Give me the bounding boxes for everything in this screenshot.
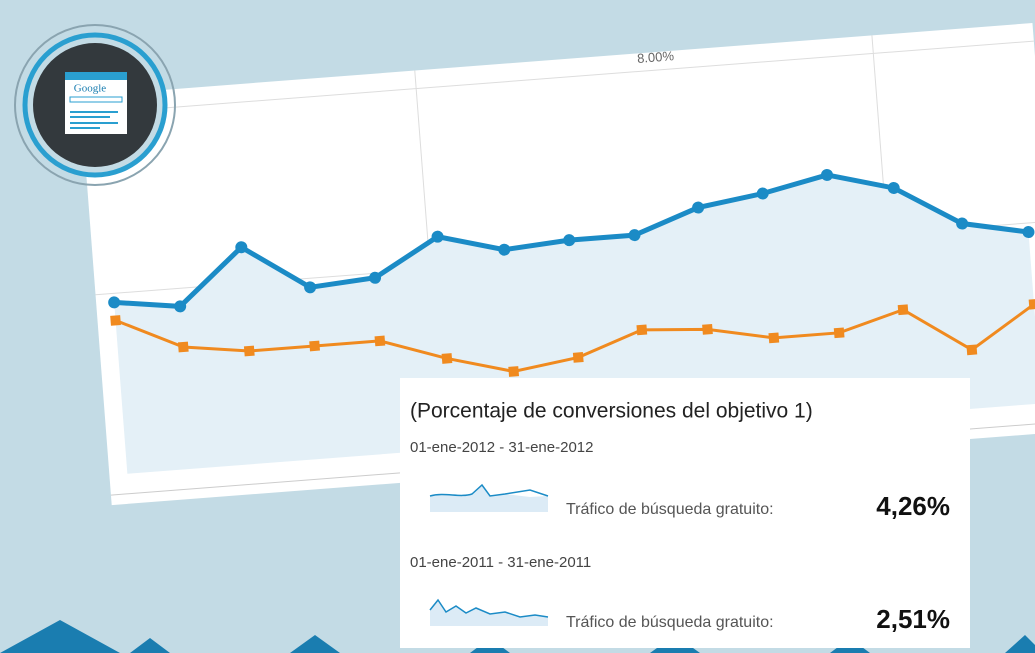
metric-label: Tráfico de búsqueda gratuito:: [566, 614, 774, 631]
point: [834, 327, 845, 338]
point: [898, 304, 909, 315]
point: [966, 344, 977, 355]
panel-title: (Porcentaje de conversiones del objetivo…: [410, 400, 813, 423]
date-range: 01-ene-2012 - 31-ene-2012: [410, 439, 593, 456]
point: [768, 332, 779, 343]
point: [244, 346, 255, 357]
icon-bar: [65, 72, 127, 80]
point: [702, 324, 713, 335]
icon-label: Google: [74, 83, 107, 95]
metric-value: 2,51%: [876, 604, 950, 634]
page: 4.00%8.00%22 de ene29 de ene Google (Por…: [0, 0, 1035, 653]
point: [636, 324, 647, 335]
point: [375, 336, 386, 347]
point: [309, 341, 320, 352]
metric-value: 4,26%: [876, 491, 950, 521]
point: [573, 352, 584, 363]
point: [442, 353, 453, 364]
point: [178, 342, 189, 353]
point: [110, 315, 121, 326]
panel: (Porcentaje de conversiones del objetivo…: [400, 378, 970, 648]
point: [1029, 299, 1035, 310]
icon-page: [65, 72, 127, 134]
icon: Google: [15, 25, 175, 185]
date-range: 01-ene-2011 - 31-ene-2011: [410, 554, 591, 571]
point: [508, 366, 519, 377]
y-tick-label: 8.00%: [637, 48, 675, 66]
metric-label: Tráfico de búsqueda gratuito:: [566, 501, 774, 518]
